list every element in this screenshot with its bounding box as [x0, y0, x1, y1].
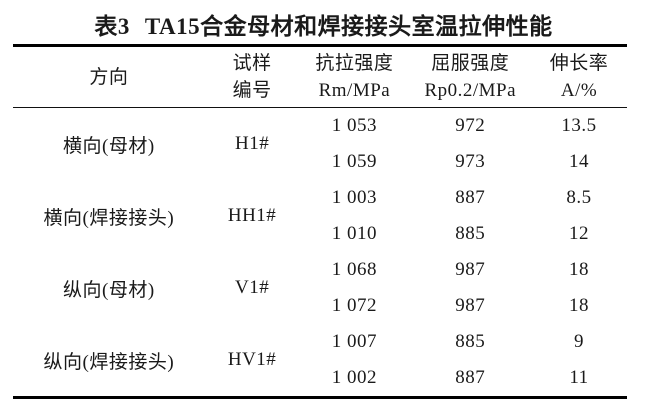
cell-direction: 横向(母材) [63, 135, 155, 157]
col-header-tensile-line2: Rm/MPa [318, 80, 391, 101]
header-row: 方向 试样 编号 抗拉强度 Rm/MPa 屈服强度 Rp0.2/MPa [13, 45, 627, 108]
cell-yield-strength: 887 [455, 367, 486, 388]
cell-direction: 纵向(焊接接头) [43, 351, 175, 373]
table-wrap: 方向 试样 编号 抗拉强度 Rm/MPa 屈服强度 Rp0.2/MPa [13, 44, 627, 399]
cell-tensile-strength: 1 010 [331, 223, 378, 244]
cell-elongation: 13.5 [561, 115, 597, 136]
col-header-yield-line1: 屈服强度 [431, 53, 510, 74]
cell-elongation: 18 [569, 259, 590, 280]
cell-yield-strength: 885 [455, 331, 486, 352]
cell-tensile-strength: 1 007 [331, 331, 378, 352]
cell-yield-strength: 972 [455, 115, 486, 136]
cell-elongation: 12 [569, 223, 590, 244]
col-header-direction: 方向 [13, 45, 205, 108]
col-header-specimen: 试样 编号 [204, 45, 300, 108]
table-row: 1 002 887 11 [13, 360, 627, 398]
col-header-specimen-line1: 试样 [232, 53, 272, 74]
cell-tensile-strength: 1 003 [331, 187, 378, 208]
col-header-yield-strength: 屈服强度 Rp0.2/MPa [409, 45, 532, 108]
cell-yield-strength: 987 [455, 259, 486, 280]
cell-yield-strength: 973 [455, 151, 486, 172]
table-number: 表3 [94, 14, 130, 39]
cell-yield-strength: 987 [455, 295, 486, 316]
table-caption: TA15合金母材和焊接接头室温拉伸性能 [144, 14, 553, 39]
col-header-tensile-line1: 抗拉强度 [315, 53, 394, 74]
cell-elongation: 11 [569, 367, 589, 388]
col-header-direction-label: 方向 [89, 66, 129, 88]
cell-direction: 纵向(母材) [63, 279, 155, 301]
table-row: 纵向(母材) V1# 1 068 987 18 [13, 252, 627, 301]
cell-direction: 横向(焊接接头) [43, 207, 175, 229]
cell-specimen-id: HV1# [227, 349, 277, 370]
col-header-elongation: 伸长率 A/% [531, 45, 627, 108]
table-row: 1 072 987 18 [13, 288, 627, 324]
cell-elongation: 8.5 [566, 187, 592, 208]
cell-yield-strength: 885 [455, 223, 486, 244]
col-header-elongation-line2: A/% [560, 80, 598, 101]
cell-elongation: 18 [569, 295, 590, 316]
col-header-yield-line2: Rp0.2/MPa [424, 80, 517, 101]
table-row: 1 059 973 14 [13, 144, 627, 180]
table-title: 表3 TA15合金母材和焊接接头室温拉伸性能 [0, 7, 647, 41]
table-row: 横向(母材) H1# 1 053 972 13.5 [13, 108, 627, 157]
cell-tensile-strength: 1 072 [331, 295, 378, 316]
table-row: 1 010 885 12 [13, 216, 627, 252]
table-row: 横向(焊接接头) HH1# 1 003 887 8.5 [13, 180, 627, 229]
cell-specimen-id: V1# [234, 277, 270, 298]
cell-tensile-strength: 1 053 [331, 115, 378, 136]
tensile-properties-table: 方向 试样 编号 抗拉强度 Rm/MPa 屈服强度 Rp0.2/MPa [13, 44, 627, 399]
cell-tensile-strength: 1 059 [331, 151, 378, 172]
col-header-elongation-line1: 伸长率 [549, 53, 609, 74]
cell-yield-strength: 887 [455, 187, 486, 208]
cell-tensile-strength: 1 002 [331, 367, 378, 388]
cell-elongation: 9 [574, 331, 585, 352]
cell-elongation: 14 [569, 151, 590, 172]
cell-tensile-strength: 1 068 [331, 259, 378, 280]
col-header-tensile-strength: 抗拉强度 Rm/MPa [299, 45, 410, 108]
table-row: 纵向(焊接接头) HV1# 1 007 885 9 [13, 324, 627, 373]
cell-specimen-id: H1# [234, 133, 270, 154]
cell-specimen-id: HH1# [227, 205, 277, 226]
col-header-specimen-line2: 编号 [232, 80, 272, 101]
